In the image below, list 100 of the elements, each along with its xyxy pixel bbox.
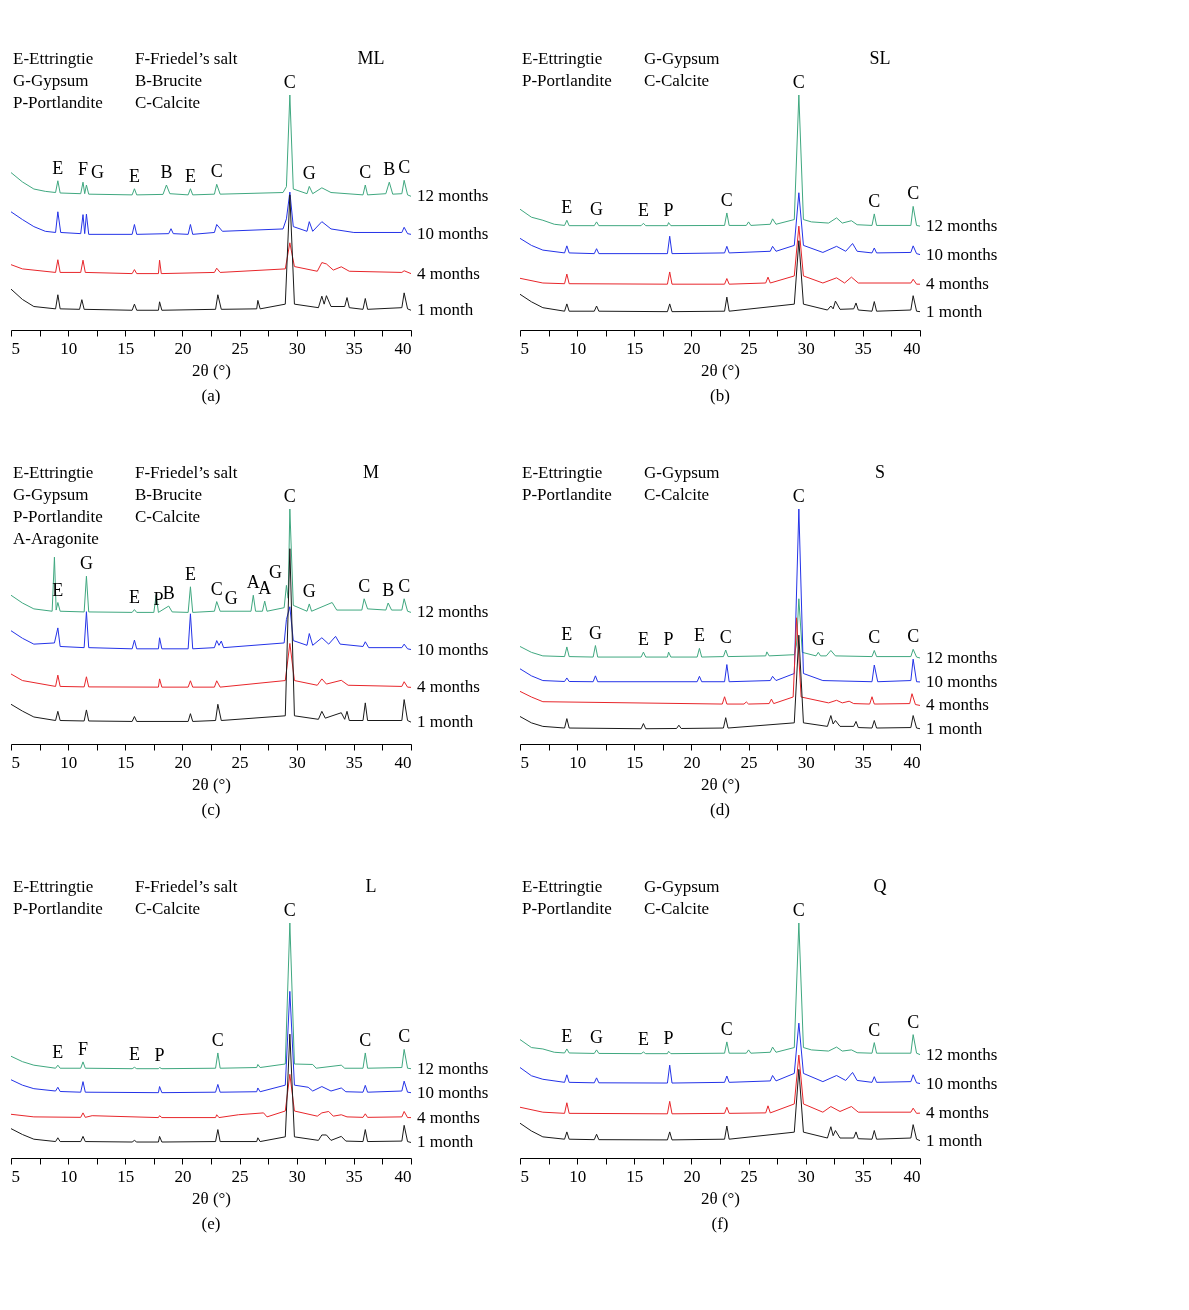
x-tick-label: 20 [683,338,701,358]
x-tick-label: 5 [520,752,529,772]
annotation: F [77,1038,89,1059]
annotation: P [663,1028,674,1049]
annotation: C [358,575,371,596]
series-label: 1 month [417,300,474,320]
annotation: C [907,183,920,204]
x-tick-label: 20 [683,752,701,772]
series-label: 4 months [417,263,480,283]
series-label: 1 month [417,712,474,732]
x-tick-label: 30 [288,1166,306,1186]
x-tick-label: 15 [626,338,644,358]
annotation: C [907,1011,920,1032]
annotation: E [561,623,573,644]
chart-title: L [365,876,377,896]
annotation: C-Calcite [135,93,201,112]
annotation: P [154,1044,165,1065]
series-label: 10 months [926,671,998,691]
x-tick-label: 10 [569,1166,587,1186]
series-label: 1 month [926,301,983,321]
x-tick-label: 35 [345,752,363,772]
annotation: E [52,157,64,178]
text: E-Ettringtie [13,49,94,68]
series-label: 4 months [417,1107,480,1127]
x-tick-label: 5 [11,752,20,772]
x-tick-label: 30 [797,752,815,772]
series-label: 4 months [926,274,989,294]
annotation: C [868,190,881,211]
annotation: E [637,200,649,221]
annotation: C [210,161,223,182]
x-tick-label: 30 [288,338,306,358]
annotation: C [720,1018,733,1039]
series-label: 10 months [926,1073,998,1093]
annotation: C [359,162,372,183]
x-axis-title: 2θ (°) [191,1188,232,1208]
x-tick-label: 10 [569,338,587,358]
text: C-Calcite [644,899,710,918]
series-label: 4 months [926,695,989,715]
annotation: C [283,72,296,92]
annotation: E [52,1042,64,1063]
annotation: B [162,583,175,604]
text: P-Portlandite [522,899,612,918]
annotation: P-Portlandite [13,507,103,526]
annotation: G [79,553,93,574]
x-tick-label: 20 [174,1166,192,1186]
annotation: A [246,572,260,593]
text: C-Calcite [644,485,710,504]
annotation: C [359,1029,372,1050]
annotation: G [588,622,602,643]
x-tick-label: 40 [394,338,412,358]
x-tick-label: 35 [345,338,363,358]
annotation: C [792,72,805,92]
series-label: 10 months [417,1082,489,1102]
annotation: E [184,165,196,186]
x-tick-label: 25 [231,1166,249,1186]
x-tick-label: 30 [797,338,815,358]
annotation: C [792,900,805,920]
x-tick-label: 40 [903,752,921,772]
x-tick-label: 10 [569,752,587,772]
annotation: G [90,162,104,183]
series-label: 10 months [417,639,489,659]
text: (c) [201,800,221,819]
annotation: C [398,1026,411,1047]
x-tick-label: 40 [903,1166,921,1186]
annotation: G [224,588,238,609]
series-label: 12 months [417,186,489,206]
x-tick-label: 15 [626,1166,644,1186]
annotation: G [590,1026,604,1047]
x-axis-title: 2θ (°) [700,1188,741,1208]
x-tick-label: 25 [740,752,758,772]
x-tick-label: 30 [288,752,306,772]
chart-title: S [874,462,886,482]
annotation: C-Calcite [135,507,201,526]
text: (f) [711,1214,729,1233]
annotation: G [302,580,316,601]
annotation: E [561,1025,573,1046]
annotation: C [792,486,805,506]
annotation: E [561,197,573,218]
x-tick-label: 20 [174,338,192,358]
annotation: C [868,627,881,648]
x-tick-label: 25 [231,338,249,358]
x-tick-label: 15 [626,752,644,772]
annotation: E [128,1044,140,1065]
x-tick-label: 5 [11,338,20,358]
text: P-Portlandite [522,71,612,90]
text: F-Friedel’s salt [135,463,238,482]
annotation: E [693,625,705,646]
annotation: P-Portlandite [13,93,103,112]
annotation: E [637,629,649,650]
annotation: C [907,626,920,647]
x-tick-label: 35 [345,1166,363,1186]
annotation: B [382,580,395,600]
text: F-Friedel’s salt [135,49,238,68]
x-tick-label: 5 [520,338,529,358]
x-tick-label: 40 [903,338,921,358]
annotation: G [302,163,316,184]
annotation: C [398,575,411,596]
annotation: E [128,165,140,186]
x-tick-label: 15 [117,338,135,358]
annotation: P [663,629,674,650]
